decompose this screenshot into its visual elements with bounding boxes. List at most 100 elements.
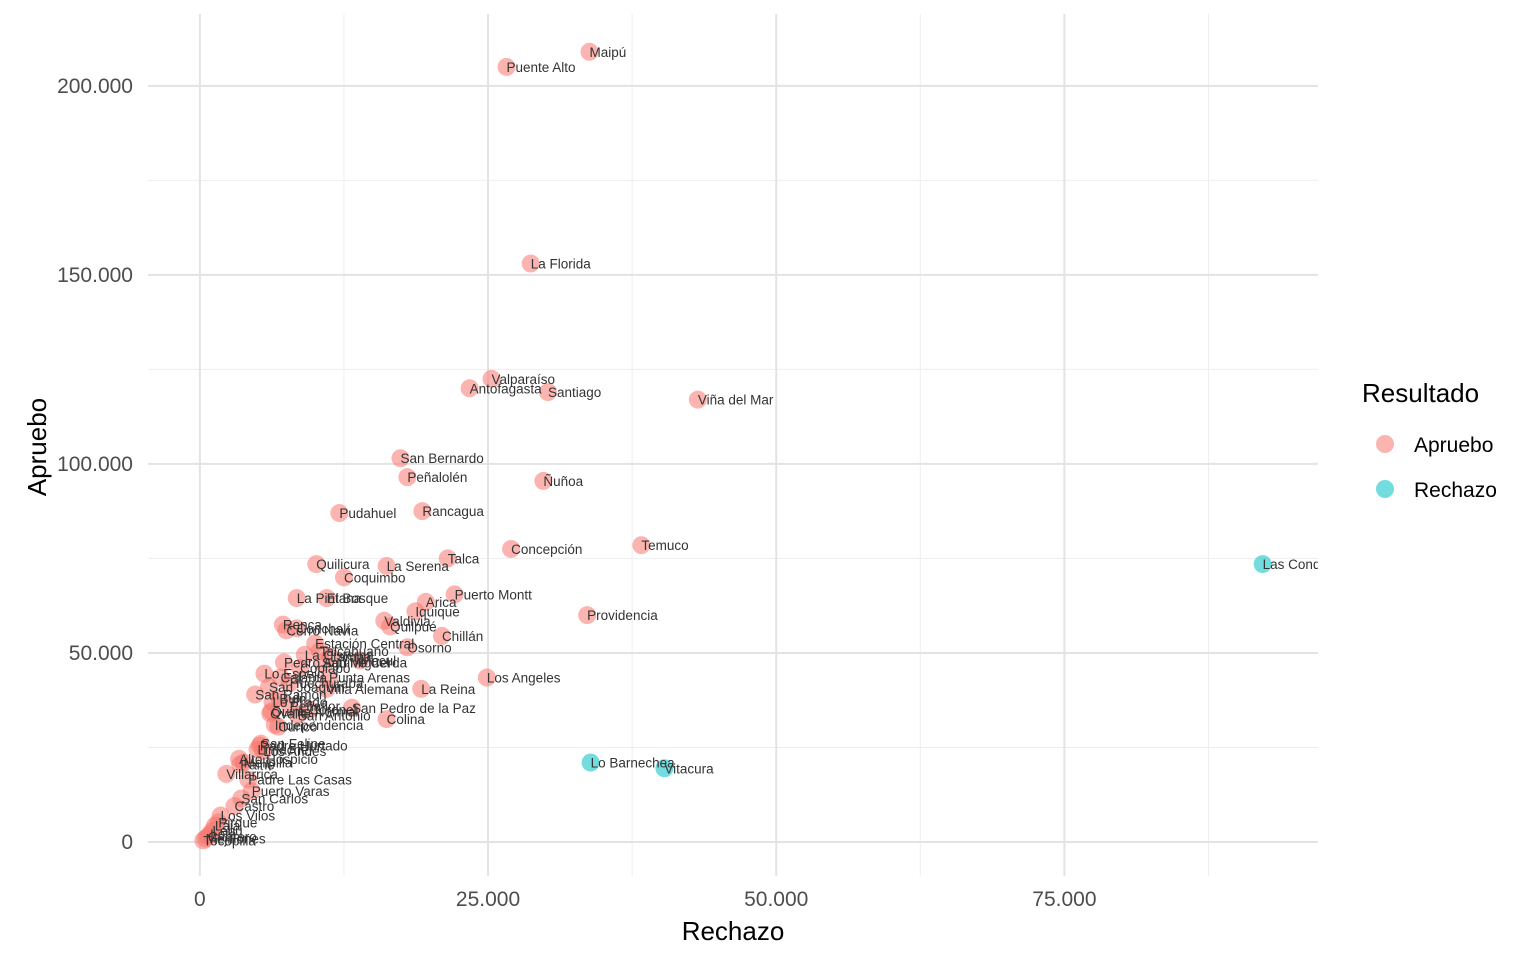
data-point: [377, 710, 396, 729]
data-point: [502, 539, 521, 558]
plot-grid: [148, 14, 1318, 876]
data-point: [280, 674, 299, 693]
point-label: El Bosque: [327, 591, 389, 606]
point-label: Tocopilla: [203, 833, 256, 848]
data-point: [398, 638, 417, 657]
point-label: Maipú: [589, 45, 626, 60]
point-label: Curicó: [278, 720, 317, 735]
data-point: [688, 390, 707, 409]
y-tick-label: 50.000: [69, 642, 133, 665]
point-label: Villarrica: [226, 767, 278, 782]
point-label: Lota: [210, 827, 237, 842]
data-point: [287, 619, 306, 638]
point-label: La Reina: [421, 682, 476, 697]
data-point: [275, 653, 294, 672]
data-point: [538, 383, 557, 402]
point-label: La Cisterna: [305, 648, 375, 663]
point-label: Paine: [240, 757, 275, 772]
data-point: [317, 589, 336, 608]
point-label: Colina: [387, 712, 426, 727]
data-point: [321, 647, 340, 666]
x-tick-label: 25.000: [456, 888, 520, 911]
point-label: Providencia: [587, 608, 658, 623]
point-label: Padre Hurtado: [260, 739, 348, 754]
point-label: Vitacura: [664, 761, 714, 776]
data-point: [343, 698, 362, 717]
point-label: Los Angeles: [487, 671, 561, 686]
point-label: Quilicura: [316, 557, 370, 572]
point-label: Pedro Aguirre Cerda: [284, 655, 408, 670]
data-point: [217, 764, 236, 783]
point-label: San Felipe: [261, 737, 326, 752]
data-point: [578, 606, 597, 625]
point-label: San Ramón: [255, 688, 326, 703]
legend-title: Resultado: [1362, 378, 1479, 408]
data-point: [317, 679, 336, 698]
point-label: Mejillones: [206, 832, 266, 847]
point-label: Limache: [258, 742, 309, 757]
data-point: [254, 742, 273, 761]
data-point: [438, 549, 457, 568]
point-label: Talca: [448, 551, 480, 566]
point-label: Quilpué: [390, 619, 437, 634]
point-labels: Maipú Puente Alto La Florida ValparaísoAnto…: [203, 45, 1318, 849]
legend-label: Rechazo: [1414, 479, 1497, 502]
point-label: San Miguel: [322, 655, 390, 670]
data-point: [255, 664, 274, 683]
y-axis-title: Apruebo: [22, 398, 52, 496]
point-label: Los Andes: [263, 744, 326, 759]
point-label: Estación Central: [315, 636, 414, 651]
x-tick-label: 0: [194, 888, 206, 911]
data-point: [194, 831, 213, 850]
data-point: [288, 706, 307, 725]
data-point: [1253, 555, 1272, 574]
point-label: Cerro Navia: [286, 623, 359, 638]
data-point: [632, 536, 651, 555]
data-point: [406, 602, 425, 621]
data-point: [261, 704, 280, 723]
point-label: Ovalle: [270, 706, 308, 721]
point-label: Renca: [283, 618, 323, 633]
data-point: [412, 679, 431, 698]
data-point: [391, 449, 410, 468]
point-label: Antofagasta: [470, 381, 543, 396]
point-label: Alto Hospicio: [239, 752, 318, 767]
data-point: [413, 502, 432, 521]
point-label: Lampa: [330, 650, 372, 665]
data-point: [534, 471, 553, 490]
data-point: [580, 42, 599, 61]
legend-key: [1376, 435, 1394, 453]
point-label: Puerto Montt: [455, 587, 533, 602]
data-point: [432, 626, 451, 645]
x-tick-label: 50.000: [744, 888, 808, 911]
data-point: [225, 797, 244, 816]
data-point: [307, 555, 326, 574]
data-point: [655, 759, 674, 778]
point-label: Copiapó: [300, 661, 350, 676]
point-label: Lo Prado: [272, 695, 327, 710]
data-points: [194, 42, 1272, 850]
point-label: Calama: [281, 671, 328, 686]
point-label: Puente Alto: [506, 60, 575, 75]
point-label: Padre Las Casas: [248, 773, 352, 788]
data-point: [351, 651, 370, 670]
data-point: [482, 369, 501, 388]
data-point: [334, 568, 353, 587]
point-label: Ñuñoa: [543, 474, 583, 489]
x-axis-ticks: 0 25.000 50.000 75.000: [194, 888, 1096, 911]
point-label: Temuco: [641, 538, 688, 553]
point-label: Conchalí: [297, 621, 351, 636]
point-label: La Florida: [531, 257, 592, 272]
y-tick-label: 100.000: [57, 453, 133, 476]
point-label: Peñalolén: [407, 470, 467, 485]
data-point: [377, 556, 396, 575]
point-label: Coquimbo: [344, 570, 406, 585]
point-label: Pirque: [218, 815, 257, 830]
y-tick-label: 150.000: [57, 264, 133, 287]
point-label: Talcahuano: [320, 644, 389, 659]
point-label: La Pintana: [297, 591, 362, 606]
point-label: Valparaíso: [492, 372, 556, 387]
point-label: Valdivia: [384, 614, 431, 629]
point-label: La Serena: [387, 559, 450, 574]
